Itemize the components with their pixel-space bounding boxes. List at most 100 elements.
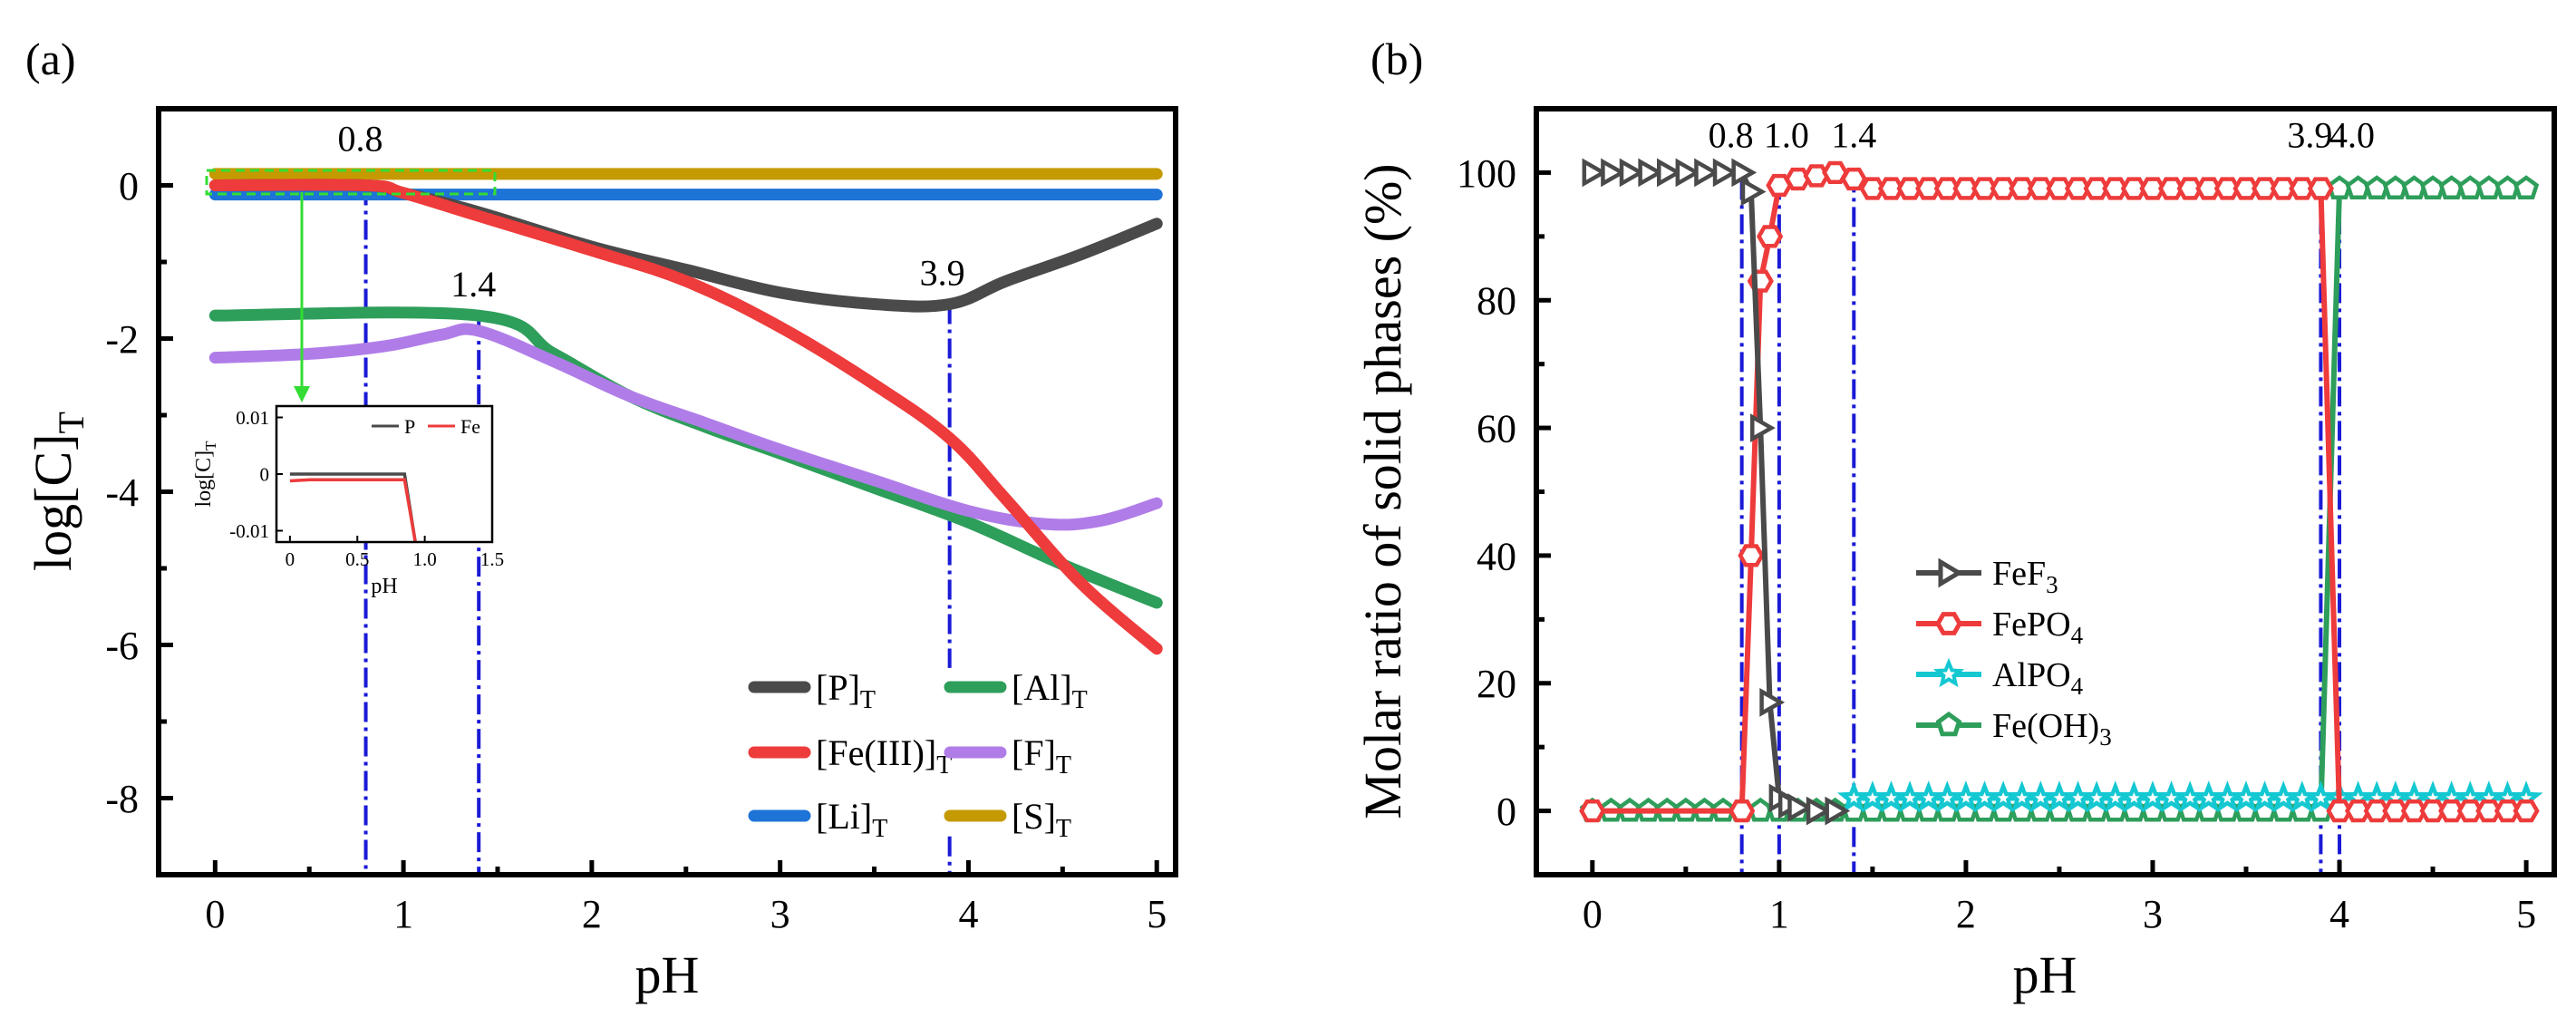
annotation-ph-1: 1.0 [1764, 114, 1809, 155]
data-point-fepo4 [2213, 177, 2241, 200]
inset-y-axis-label-main: log[C] [192, 451, 216, 508]
panel-b-xtick-label: 2 [1956, 892, 1976, 936]
panel-a: (a) 0 1 2 3 4 50-2-4-6-8 0.81.4 3.9 pH log[C]T… [24, 34, 1178, 1004]
panel-a-annotations: 0.8 1.4 3.9 [338, 118, 965, 305]
data-point-fepo4 [1971, 177, 1999, 200]
panel-b-ytick-label: 0 [1496, 790, 1516, 834]
panel-b-x-axis-label: pH [2013, 945, 2077, 1004]
panel-a-xtick-label: 1 [393, 892, 413, 936]
data-point-fepo4 [1859, 177, 1886, 200]
legend-label-fe-main: [Fe(III)] [816, 732, 936, 773]
data-point-fef3 [1601, 158, 1626, 188]
data-point-fepo4 [2307, 177, 2335, 200]
panel-b-xtick-label: 4 [2329, 892, 2349, 936]
panel-b-ytick-label: 40 [1477, 534, 1516, 578]
inset-ticks [276, 416, 493, 542]
panel-a-y-axis-label-sub: T [51, 412, 92, 433]
data-point-fepo4 [1738, 544, 1765, 567]
panel-a-label: (a) [25, 34, 76, 84]
legend-marker-fepo4 [1935, 612, 1962, 635]
panel-a-ytick-label: -2 [105, 317, 139, 362]
panel-b-annotations: 0.8 1.0 1.4 3.94.0 [1709, 114, 2375, 155]
legend-marker-alpo4 [1932, 657, 1965, 688]
panel-a-tick-labels: 0 1 2 3 4 5 0 -2 -4 -6 -8 [105, 164, 1167, 936]
legend-marker-fef3 [1938, 557, 1963, 588]
data-point-fepo4 [2456, 799, 2484, 823]
data-point-fef3 [1656, 158, 1682, 188]
data-point-fepo4 [1803, 164, 1830, 188]
panel-a-y-axis-label-main: log[C] [24, 434, 82, 571]
legend-marker-feoh3 [1935, 711, 1962, 737]
legend-label-li-main: [Li] [816, 796, 872, 837]
panel-b-label: (b) [1370, 34, 1423, 84]
data-point-fepo4 [1990, 177, 2017, 200]
data-point-fepo4 [2064, 177, 2092, 200]
panel-b-ytick-label: 100 [1457, 151, 1516, 196]
legend-label-p-main: [P] [816, 667, 860, 708]
data-point-fepo4 [2419, 799, 2446, 823]
data-point-fepo4 [1766, 173, 1793, 198]
panel-b-ytick-label: 20 [1477, 662, 1516, 706]
zoom-arrow-head [294, 386, 310, 402]
panel-a-xtick-label: 0 [205, 892, 225, 936]
annotation-ph-3-9: 3.9 [2287, 114, 2332, 155]
data-point-fepo4 [2120, 177, 2147, 200]
annotation-ph-4: 4.0 [2329, 114, 2375, 155]
panel-b-ticks [1536, 170, 2529, 875]
data-point-fepo4 [1756, 225, 1784, 248]
data-point-fepo4 [1840, 167, 1867, 191]
legend-label-fepo4-sub: 4 [2071, 622, 2084, 649]
data-point-fepo4 [2083, 177, 2110, 200]
data-point-fepo4 [2176, 177, 2203, 200]
legend-label-li: [Li]T [816, 796, 887, 843]
data-point-fef3 [1582, 158, 1608, 188]
legend-label-feoh3: Fe(OH)3 [1992, 707, 2112, 751]
inset-series-line-fe [289, 478, 417, 543]
legend-label-alpo4-main: AlPO [1992, 656, 2071, 694]
data-point-fepo4 [1729, 799, 1756, 823]
panel-b-plot-frame [1534, 106, 2557, 877]
series-markers-fef3 [1582, 158, 1851, 826]
legend-label-s-sub: T [1056, 815, 1071, 843]
inset-tick-labels: 0 0.5 1.0 1.5 0.01 0 -0.01 [229, 407, 504, 570]
panel-a-ytick-label: -6 [105, 624, 139, 668]
data-point-fepo4 [1877, 177, 1905, 200]
inset-legend-label-fe: Fe [460, 415, 480, 438]
panel-b-xtick-label: 1 [1769, 892, 1789, 936]
legend-label-p-sub: T [860, 686, 876, 714]
annotation-ph-1-4: 1.4 [1831, 114, 1876, 155]
data-point-fef3 [1787, 793, 1814, 822]
series-line-fe-iii [208, 179, 1163, 655]
data-point-fef3 [1825, 796, 1851, 826]
data-point-fef3 [1619, 158, 1645, 188]
data-point-fepo4 [2438, 799, 2465, 823]
data-point-fepo4 [2289, 177, 2316, 200]
legend-label-p: [P]T [816, 667, 876, 714]
panel-b-ytick-label: 80 [1477, 279, 1516, 324]
annotation-ph-0-8: 0.8 [1709, 114, 1754, 155]
legend-label-f-sub: T [1056, 751, 1071, 780]
inset-x-axis-label: pH [371, 575, 397, 598]
legend-label-al: [Al]T [1012, 667, 1088, 714]
panel-a-legend: [P]T [Fe(III)]T [Li]T [Al]T [F]T [S]T [748, 667, 1088, 843]
data-point-fepo4 [2102, 177, 2129, 200]
data-point-fef3 [1712, 158, 1738, 188]
legend-label-f-main: [F] [1012, 732, 1056, 773]
inset-plot: 0 0.5 1.0 1.5 0.01 0 -0.01 pH log[C]T P Fe [192, 404, 504, 598]
annotation-ph-0-8: 0.8 [338, 118, 383, 159]
legend-label-fepo4: FePO4 [1992, 606, 2084, 649]
legend-label-s-main: [S] [1012, 796, 1056, 837]
data-point-fepo4 [2252, 177, 2279, 200]
inset-legend-label-p: P [404, 415, 415, 438]
data-point-fef3 [1750, 413, 1776, 442]
inset-xtick-label: 1.5 [480, 548, 504, 570]
panel-a-ytick-label: 0 [119, 164, 139, 208]
data-point-fepo4 [2475, 799, 2503, 823]
data-point-fef3 [1694, 158, 1719, 188]
legend-label-feoh3-sub: 3 [2099, 723, 2112, 751]
inset-ytick-label: 0 [260, 463, 270, 485]
panel-b-xtick-label: 5 [2516, 892, 2536, 936]
legend-label-fe: [Fe(III)]T [816, 732, 952, 780]
data-point-fepo4 [2400, 799, 2428, 823]
